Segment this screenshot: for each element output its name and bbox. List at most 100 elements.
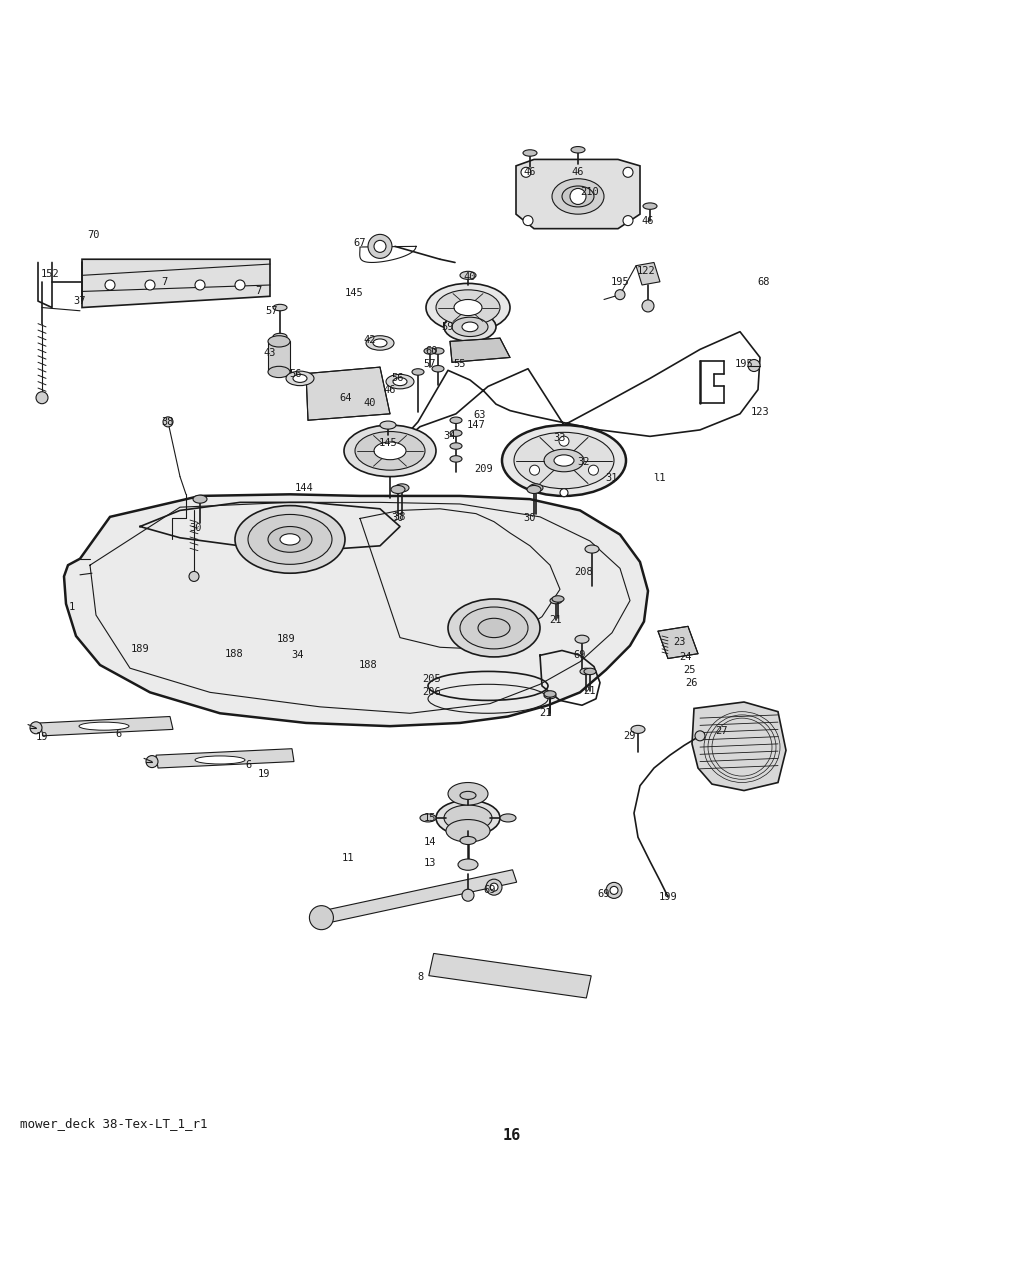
Text: 205: 205 [423, 674, 441, 684]
Circle shape [309, 906, 334, 930]
Text: 30: 30 [392, 514, 404, 524]
Text: 188: 188 [358, 660, 378, 670]
Ellipse shape [234, 505, 345, 574]
Text: 40: 40 [464, 272, 476, 282]
Ellipse shape [458, 859, 478, 870]
Ellipse shape [393, 378, 407, 385]
Ellipse shape [446, 819, 490, 842]
Ellipse shape [550, 598, 562, 604]
Text: l1: l1 [653, 473, 667, 483]
Text: 23: 23 [674, 637, 686, 647]
Text: 189: 189 [276, 635, 295, 644]
Text: 21: 21 [550, 614, 562, 625]
Ellipse shape [268, 527, 312, 552]
Ellipse shape [426, 284, 510, 332]
Text: 6: 6 [245, 759, 251, 770]
Text: 19: 19 [36, 733, 48, 743]
Text: 210: 210 [581, 187, 599, 197]
Polygon shape [63, 495, 648, 726]
Circle shape [623, 215, 633, 225]
Text: 46: 46 [571, 168, 585, 177]
Text: 29: 29 [624, 731, 636, 740]
Circle shape [559, 436, 569, 446]
Circle shape [145, 280, 155, 290]
Text: 11: 11 [342, 854, 354, 864]
Text: 208: 208 [574, 566, 593, 576]
Ellipse shape [460, 271, 476, 280]
Polygon shape [429, 954, 591, 999]
Text: 14: 14 [424, 837, 436, 847]
Ellipse shape [395, 483, 409, 492]
Text: 123: 123 [751, 407, 769, 417]
Ellipse shape [444, 805, 492, 831]
Ellipse shape [193, 495, 207, 504]
Ellipse shape [460, 791, 476, 799]
Ellipse shape [631, 725, 645, 734]
Text: 69: 69 [483, 885, 497, 895]
Text: 56: 56 [392, 374, 404, 383]
Ellipse shape [273, 304, 287, 310]
Ellipse shape [268, 336, 290, 347]
Circle shape [521, 168, 531, 177]
Text: 145: 145 [345, 287, 364, 298]
Circle shape [462, 889, 474, 902]
Text: 21: 21 [540, 709, 552, 719]
Text: 68: 68 [758, 277, 770, 286]
Circle shape [105, 280, 115, 290]
Ellipse shape [449, 782, 488, 805]
Ellipse shape [585, 544, 599, 553]
Polygon shape [82, 259, 270, 308]
Ellipse shape [268, 366, 290, 378]
Text: 152: 152 [41, 268, 59, 279]
Ellipse shape [248, 514, 332, 565]
Ellipse shape [460, 837, 476, 845]
Circle shape [163, 417, 173, 427]
Ellipse shape [412, 369, 424, 375]
Ellipse shape [366, 336, 394, 350]
Text: 59: 59 [441, 322, 455, 332]
Polygon shape [268, 341, 290, 371]
Text: 8: 8 [417, 972, 423, 982]
Ellipse shape [286, 371, 314, 385]
Ellipse shape [544, 692, 556, 698]
Ellipse shape [554, 455, 574, 466]
Circle shape [374, 240, 386, 252]
Circle shape [36, 392, 48, 403]
Polygon shape [692, 702, 786, 791]
Ellipse shape [449, 599, 540, 656]
Text: 24: 24 [680, 653, 692, 661]
Polygon shape [450, 338, 510, 363]
Polygon shape [636, 262, 660, 285]
Ellipse shape [195, 756, 245, 764]
Ellipse shape [444, 313, 496, 341]
Circle shape [30, 721, 42, 734]
Text: 46: 46 [642, 215, 654, 225]
Text: 69: 69 [598, 889, 610, 898]
Text: 7: 7 [161, 277, 167, 286]
Text: 195: 195 [734, 359, 754, 369]
Ellipse shape [386, 374, 414, 389]
Circle shape [570, 188, 586, 205]
Text: 34: 34 [292, 650, 304, 660]
Text: 122: 122 [637, 266, 655, 276]
Ellipse shape [544, 449, 584, 472]
Text: 7: 7 [255, 286, 261, 296]
Ellipse shape [462, 322, 478, 332]
Ellipse shape [552, 179, 604, 214]
Text: 33: 33 [554, 432, 566, 443]
Text: 60: 60 [426, 346, 438, 356]
Ellipse shape [527, 486, 541, 494]
Text: 206: 206 [423, 687, 441, 697]
Circle shape [146, 756, 158, 767]
Text: 46: 46 [384, 384, 396, 394]
Ellipse shape [460, 607, 528, 649]
Text: 63: 63 [474, 411, 486, 421]
Circle shape [490, 883, 498, 892]
Circle shape [748, 360, 760, 371]
Polygon shape [516, 159, 640, 229]
Polygon shape [319, 870, 517, 923]
Text: 30: 30 [523, 514, 537, 524]
Text: 57: 57 [266, 305, 279, 315]
Text: 55: 55 [454, 359, 466, 369]
Circle shape [195, 280, 205, 290]
